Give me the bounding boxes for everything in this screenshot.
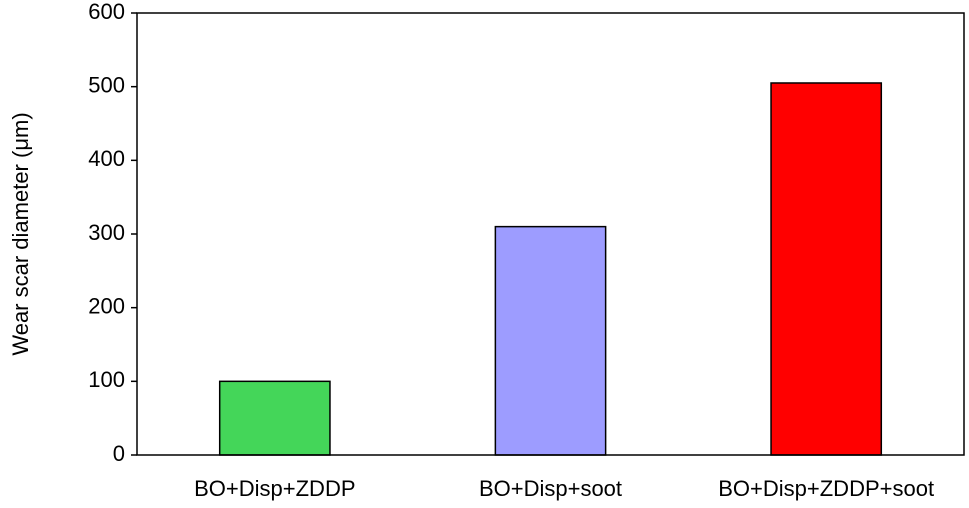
y-tick-label: 300 (88, 220, 125, 245)
y-tick-label: 0 (113, 441, 125, 466)
plot-frame (136, 12, 965, 456)
y-tick-label: 400 (88, 146, 125, 171)
y-tick-label: 200 (88, 293, 125, 318)
y-tick-label: 600 (88, 0, 125, 24)
y-axis-label: Wear scar diameter (μm) (8, 112, 33, 355)
bar (770, 82, 883, 456)
y-tick-label: 100 (88, 367, 125, 392)
x-tick-label: BO+Disp+ZDDP (194, 476, 355, 501)
bar (494, 225, 607, 456)
x-tick-label: BO+Disp+soot (479, 476, 622, 501)
bar (218, 380, 331, 456)
x-tick-label: BO+Disp+ZDDP+soot (718, 476, 934, 501)
y-tick-label: 500 (88, 72, 125, 97)
